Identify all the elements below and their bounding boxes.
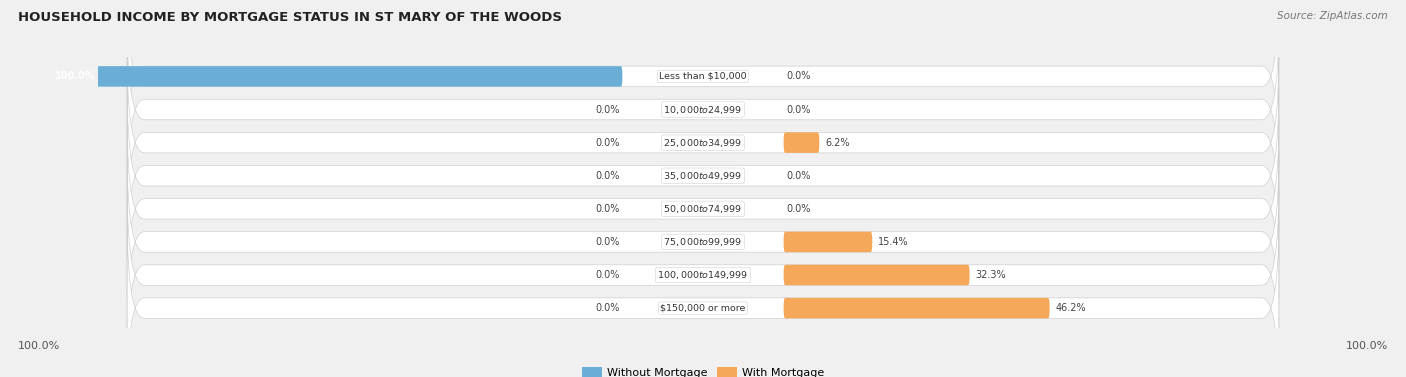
Text: $150,000 or more: $150,000 or more [661, 303, 745, 313]
Text: 46.2%: 46.2% [1056, 303, 1085, 313]
Text: 0.0%: 0.0% [786, 171, 811, 181]
FancyBboxPatch shape [127, 219, 1279, 377]
Text: $35,000 to $49,999: $35,000 to $49,999 [664, 170, 742, 182]
Text: Source: ZipAtlas.com: Source: ZipAtlas.com [1277, 11, 1388, 21]
Text: 0.0%: 0.0% [595, 104, 620, 115]
FancyBboxPatch shape [783, 298, 1050, 319]
Text: 32.3%: 32.3% [976, 270, 1005, 280]
FancyBboxPatch shape [127, 87, 1279, 265]
Text: 0.0%: 0.0% [595, 270, 620, 280]
Text: 100.0%: 100.0% [55, 71, 96, 81]
Text: $10,000 to $24,999: $10,000 to $24,999 [664, 104, 742, 115]
Text: HOUSEHOLD INCOME BY MORTGAGE STATUS IN ST MARY OF THE WOODS: HOUSEHOLD INCOME BY MORTGAGE STATUS IN S… [18, 11, 562, 24]
Text: $50,000 to $74,999: $50,000 to $74,999 [664, 203, 742, 215]
Text: $25,000 to $34,999: $25,000 to $34,999 [664, 136, 742, 149]
Text: 0.0%: 0.0% [595, 171, 620, 181]
FancyBboxPatch shape [127, 153, 1279, 331]
Text: 100.0%: 100.0% [1346, 340, 1388, 351]
Text: 0.0%: 0.0% [595, 303, 620, 313]
Legend: Without Mortgage, With Mortgage: Without Mortgage, With Mortgage [578, 362, 828, 377]
Text: $75,000 to $99,999: $75,000 to $99,999 [664, 236, 742, 248]
FancyBboxPatch shape [783, 231, 872, 252]
FancyBboxPatch shape [127, 186, 1279, 364]
Text: 0.0%: 0.0% [786, 104, 811, 115]
FancyBboxPatch shape [127, 20, 1279, 199]
Text: 0.0%: 0.0% [786, 204, 811, 214]
Text: 0.0%: 0.0% [595, 204, 620, 214]
FancyBboxPatch shape [46, 66, 623, 87]
FancyBboxPatch shape [783, 132, 820, 153]
Text: 0.0%: 0.0% [595, 138, 620, 148]
Text: Less than $10,000: Less than $10,000 [659, 72, 747, 81]
FancyBboxPatch shape [127, 0, 1279, 166]
Text: 6.2%: 6.2% [825, 138, 849, 148]
Text: 0.0%: 0.0% [595, 237, 620, 247]
FancyBboxPatch shape [127, 54, 1279, 231]
Text: $100,000 to $149,999: $100,000 to $149,999 [658, 269, 748, 281]
Text: 100.0%: 100.0% [18, 340, 60, 351]
Text: 0.0%: 0.0% [786, 71, 811, 81]
Text: 15.4%: 15.4% [877, 237, 908, 247]
FancyBboxPatch shape [127, 120, 1279, 298]
FancyBboxPatch shape [783, 265, 970, 285]
